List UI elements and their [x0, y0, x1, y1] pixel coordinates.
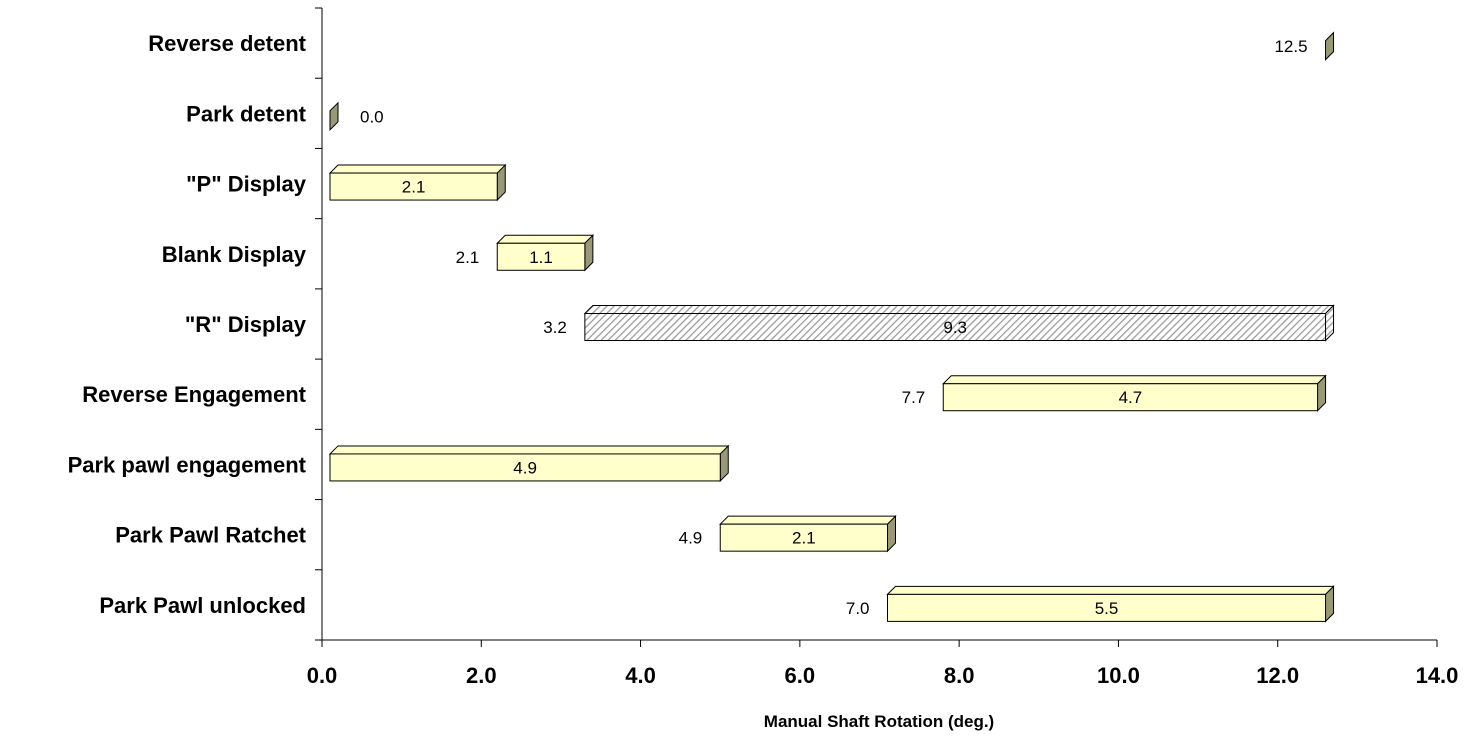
offset-label: 0.0 — [360, 107, 384, 126]
x-axis-title: Manual Shaft Rotation (deg.) — [764, 712, 994, 731]
duration-label: 2.1 — [792, 529, 816, 548]
bar-top — [719, 515, 897, 525]
bar-group — [886, 585, 1335, 623]
bar-top — [328, 164, 507, 174]
offset-label: 7.0 — [846, 599, 870, 618]
bar-group — [328, 163, 507, 202]
offset-label: 2.1 — [456, 248, 480, 267]
offset-label: 7.7 — [902, 388, 926, 407]
x-tick-label: 6.0 — [785, 663, 816, 688]
x-tick-label: 12.0 — [1256, 663, 1299, 688]
bar-group — [942, 374, 1327, 412]
labels: 0.0 2.0 4.0 6.0 8.0 10.0 12.0 14.0 Reverse deten… — [68, 31, 1459, 688]
bar-top — [886, 585, 1335, 595]
duration-label: 4.7 — [1119, 388, 1143, 407]
marker-bar — [1325, 31, 1335, 61]
offset-label: 4.9 — [679, 529, 703, 548]
bar-front — [329, 453, 721, 482]
duration-label: 2.1 — [402, 178, 426, 197]
marker-bar — [329, 101, 339, 132]
bar-top — [328, 445, 730, 455]
x-tick-label: 8.0 — [944, 663, 975, 688]
bar-front — [942, 383, 1319, 412]
x-tick-label: 4.0 — [625, 663, 656, 688]
duration-label: 4.9 — [513, 458, 537, 477]
bar-top — [583, 305, 1335, 314]
bar-front — [719, 523, 888, 552]
bar-front — [887, 593, 1327, 622]
offset-label: 12.5 — [1274, 37, 1307, 56]
x-tick-label: 2.0 — [466, 663, 497, 688]
category-label: Park pawl engagement — [68, 452, 307, 477]
duration-label: 5.5 — [1095, 599, 1119, 618]
axes — [315, 7, 1438, 647]
bars — [328, 31, 1335, 623]
bar-front — [584, 313, 1327, 341]
duration-label: 9.3 — [943, 318, 967, 337]
x-tick-label: 14.0 — [1416, 663, 1459, 688]
bar-front — [496, 242, 586, 271]
bar-group — [329, 101, 339, 132]
bar-group — [719, 514, 897, 553]
category-label: "P" Display — [186, 172, 307, 197]
category-label: Reverse detent — [148, 31, 306, 56]
category-label: "R" Display — [185, 312, 307, 337]
bar-group — [496, 234, 595, 272]
category-label: Park Pawl Ratchet — [115, 523, 306, 548]
offset-label: 3.2 — [543, 318, 567, 337]
category-label: Park Pawl unlocked — [99, 593, 306, 618]
bar-top — [496, 234, 595, 244]
x-tick-label: 0.0 — [307, 663, 338, 688]
duration-label: 1.1 — [529, 248, 553, 267]
bar-group — [583, 304, 1335, 342]
bar-front — [329, 172, 498, 201]
bar-group — [1325, 31, 1335, 61]
x-tick-label: 10.0 — [1097, 663, 1140, 688]
bar-group — [328, 444, 730, 483]
bar-top — [942, 375, 1327, 385]
category-label: Reverse Engagement — [82, 382, 306, 407]
category-label: Blank Display — [162, 242, 307, 267]
category-label: Park detent — [186, 101, 306, 126]
